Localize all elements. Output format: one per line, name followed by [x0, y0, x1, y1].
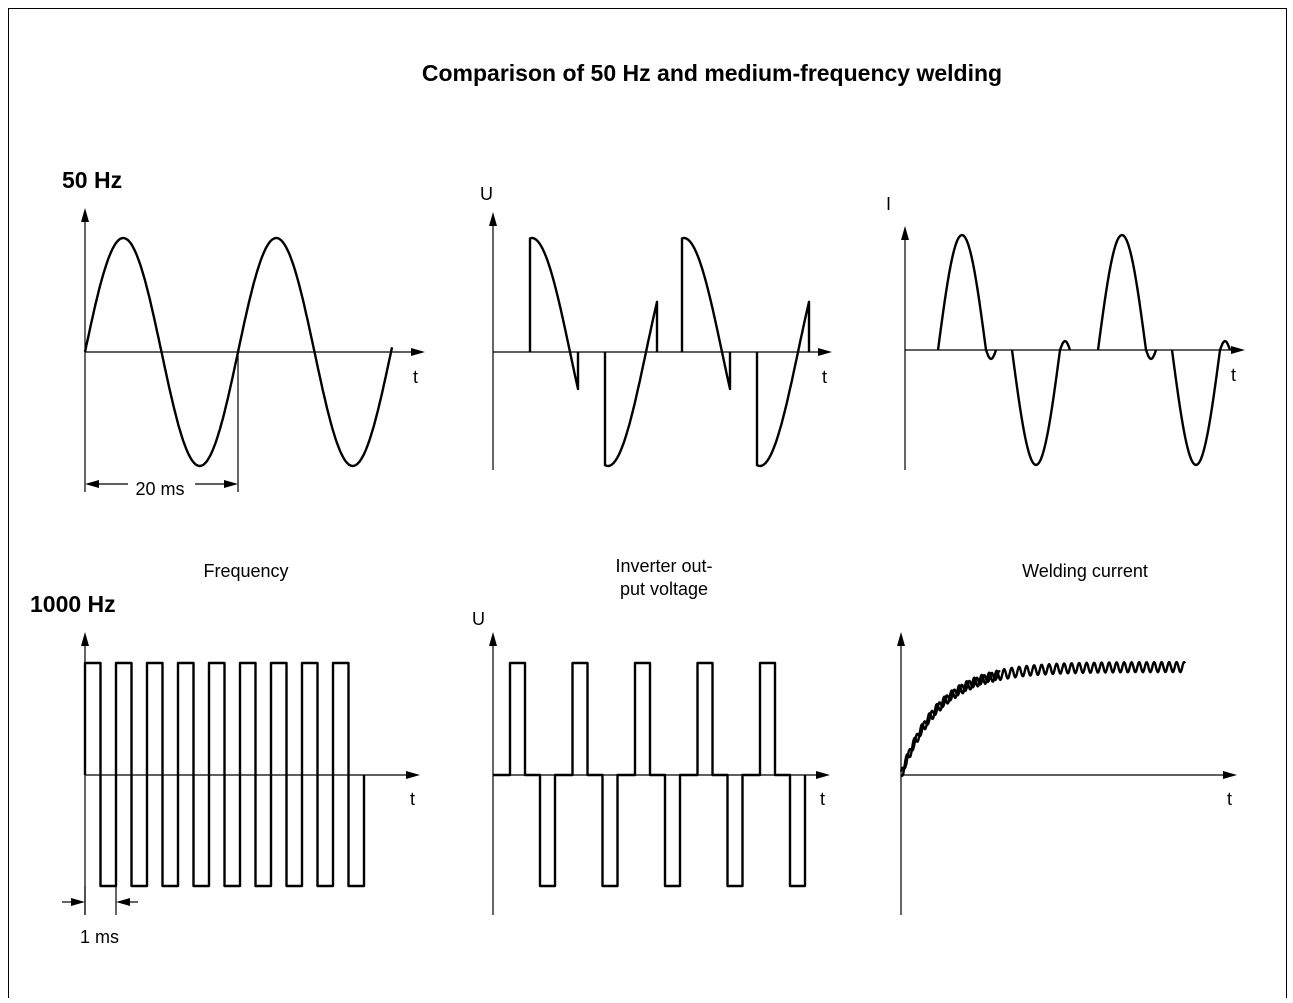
column-caption: Frequency: [203, 561, 288, 581]
axis-label: I: [886, 194, 891, 214]
axis-label: U: [480, 184, 493, 204]
arrow-head: [406, 771, 420, 779]
axis-label: t: [413, 367, 418, 387]
title: Comparison of 50 Hz and medium-frequency…: [422, 60, 1002, 86]
axis-label: t: [410, 789, 415, 809]
waveform: [900, 660, 1187, 778]
axis-label: t: [1227, 789, 1232, 809]
arrow-head: [897, 632, 905, 646]
arrow-head: [816, 771, 830, 779]
arrow-head: [489, 632, 497, 646]
axis-label: t: [820, 789, 825, 809]
waveform: [899, 670, 1001, 772]
arrow-head: [81, 632, 89, 646]
row-label: 50 Hz: [62, 167, 122, 193]
axis-label: t: [822, 367, 827, 387]
arrow-head: [1231, 346, 1245, 354]
axis-label: t: [1231, 365, 1236, 385]
arrow-head: [85, 480, 99, 488]
waveform: [83, 661, 366, 888]
row-label: 1000 Hz: [30, 591, 116, 617]
waveform: [528, 236, 811, 468]
column-caption: Welding current: [1022, 561, 1148, 581]
arrow-head: [224, 480, 238, 488]
arrow-head: [489, 212, 497, 226]
column-caption: Inverter out-: [615, 556, 712, 576]
arrow-head: [116, 898, 130, 906]
frame: [8, 8, 1287, 998]
axis-label: U: [472, 609, 485, 629]
waveform: [936, 233, 1232, 467]
arrow-head: [1223, 771, 1237, 779]
waveform: [493, 661, 807, 888]
annotation: 20 ms: [135, 479, 184, 499]
waveform: [83, 236, 394, 468]
arrow-head: [81, 208, 89, 222]
annotation: 1 ms: [80, 927, 119, 947]
arrow-head: [71, 898, 85, 906]
arrow-head: [411, 348, 425, 356]
column-caption: put voltage: [620, 579, 708, 599]
arrow-head: [901, 226, 909, 240]
arrow-head: [818, 348, 832, 356]
